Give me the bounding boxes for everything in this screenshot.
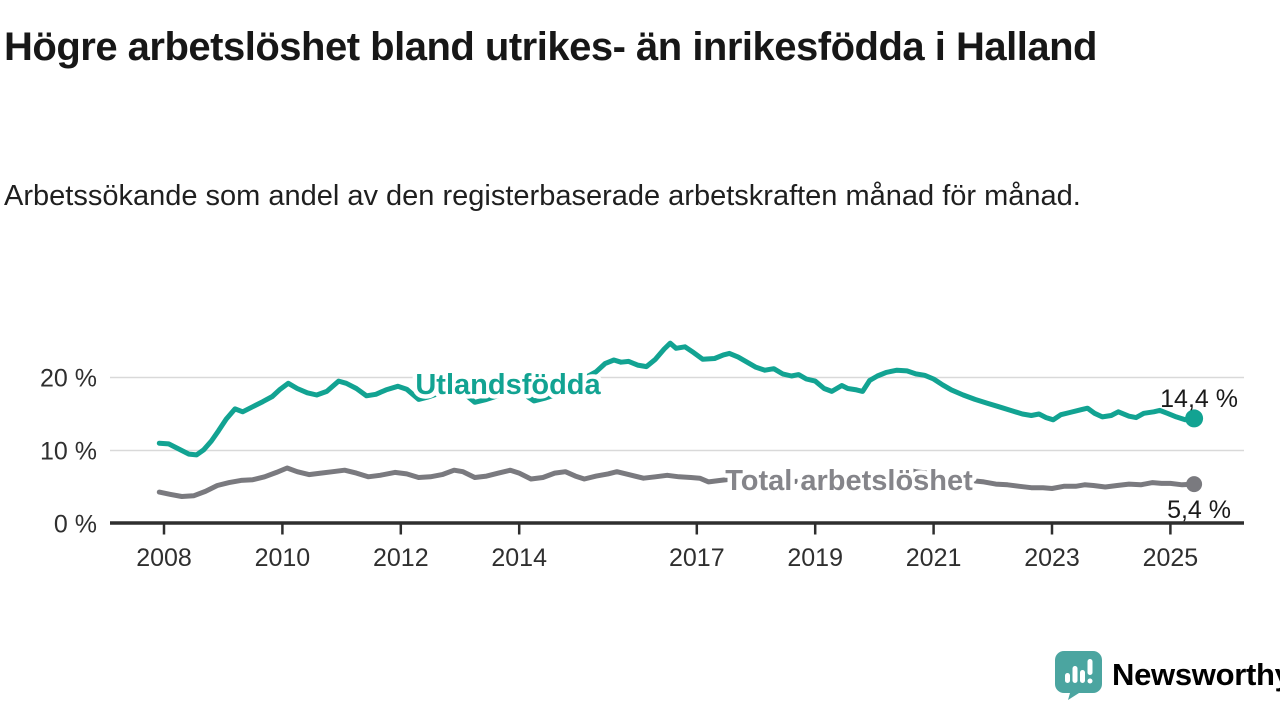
- series-label-utlandsfodda: Utlandsfödda: [415, 369, 601, 401]
- chart-subtitle: Arbetssökande som andel av den registerb…: [4, 180, 1081, 212]
- series-line-utlandsfodda: [156, 340, 1197, 458]
- chart-title: Högre arbetslöshet bland utrikes- än inr…: [4, 25, 1097, 69]
- x-tick-label-2010: 2010: [255, 544, 311, 572]
- y-tick-label-0: 0 %: [54, 511, 97, 539]
- y-tick-label-20: 20 %: [40, 365, 97, 393]
- bar-chart-glyph: [1065, 659, 1093, 684]
- brand-footer: Newsworthy: [1054, 650, 1280, 700]
- page-header: Högre arbetslöshet bland utrikes- än inr…: [4, 22, 1214, 72]
- x-tick-label-2019: 2019: [787, 544, 843, 572]
- x-tick-label-2017: 2017: [669, 544, 725, 572]
- x-tick-label-2012: 2012: [373, 544, 429, 572]
- speech-bubble-shape: [1055, 651, 1102, 700]
- newsworthy-logo-icon: [1055, 651, 1102, 700]
- brand-name: Newsworthy: [1112, 657, 1280, 692]
- axis-tick-labels: 0 % 10 % 20 % 2008 2010 2012 2014 2017 2019 2021 2…: [40, 365, 1198, 573]
- x-tick-label-2025: 2025: [1143, 544, 1199, 572]
- end-value-label-total: 5,4 %: [1167, 496, 1231, 524]
- x-tick-label-2021: 2021: [906, 544, 962, 572]
- y-tick-label-10: 10 %: [40, 438, 97, 466]
- series-line-total-arbetsloshet: [156, 465, 1197, 499]
- series-end-dot-total: [1186, 476, 1203, 493]
- end-value-label-utlandsfodda: 14,4 %: [1160, 385, 1238, 413]
- series-lines: [156, 340, 1197, 499]
- x-tick-label-2023: 2023: [1024, 544, 1080, 572]
- series-label-total-arbetsloshet: Total arbetslöshet: [725, 465, 973, 497]
- gridlines: [110, 376, 1244, 452]
- x-tick-label-2014: 2014: [491, 544, 547, 572]
- x-axis: [110, 521, 1244, 535]
- series-end-dot-utlandsfodda: [1185, 409, 1204, 428]
- x-tick-label-2008: 2008: [136, 544, 192, 572]
